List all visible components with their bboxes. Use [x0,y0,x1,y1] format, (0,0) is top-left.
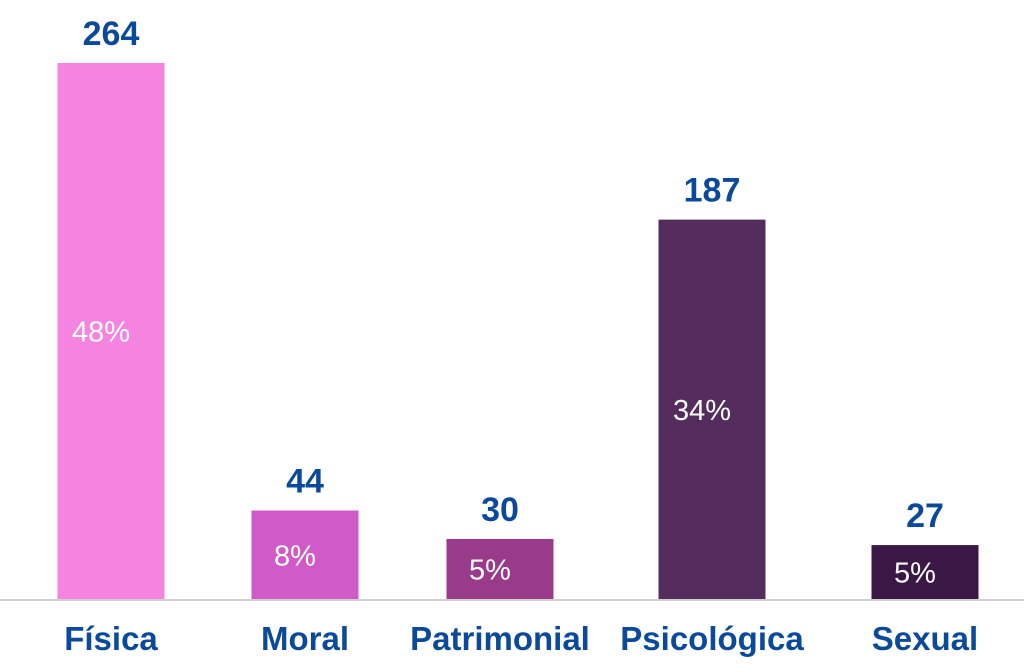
bar-4 [871,545,979,600]
value-label-2: 30 [481,491,519,529]
labels-group: 264 48% Física 44 8% Moral 30 5% Patrimonial 187 3… [64,15,978,657]
percent-label-4: 5% [894,558,936,590]
category-label-1: Moral [261,620,349,657]
bars-group [57,63,979,600]
category-label-2: Patrimonial [410,620,590,657]
percent-label-2: 5% [469,554,511,586]
bar-0 [57,63,165,600]
percent-label-3: 34% [673,395,731,427]
value-label-1: 44 [286,463,324,501]
category-label-0: Física [64,620,158,657]
bar-1 [251,510,359,600]
percent-label-0: 48% [72,317,130,349]
category-label-4: Sexual [872,620,978,657]
category-label-3: Psicológica [620,620,804,657]
value-label-4: 27 [906,497,944,535]
bar-3 [658,219,766,600]
value-label-3: 187 [684,172,741,210]
value-label-0: 264 [83,15,140,53]
percent-label-1: 8% [274,540,316,572]
bar-2 [446,538,554,600]
